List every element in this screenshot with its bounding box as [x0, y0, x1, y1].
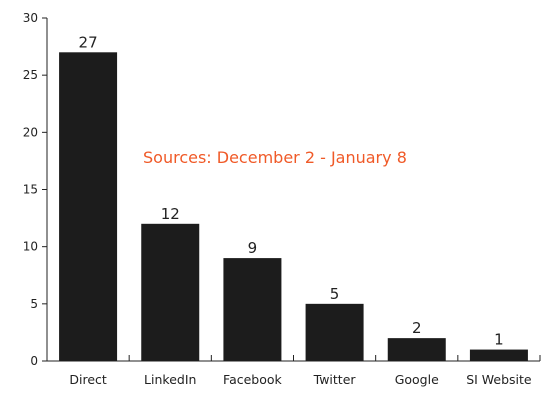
- x-category-label: LinkedIn: [144, 372, 196, 387]
- bar-series: 27 12 9 5 2 1: [59, 33, 528, 362]
- y-tick-label: 5: [30, 297, 38, 311]
- bar-value-label: 5: [330, 285, 340, 303]
- y-tick-label: 20: [23, 125, 38, 139]
- y-tick-label: 25: [23, 68, 38, 82]
- chart-annotation: Sources: December 2 - January 8: [143, 148, 407, 167]
- bar-value-label: 9: [248, 239, 258, 257]
- y-tick-label: 30: [23, 11, 38, 25]
- bar: [305, 303, 364, 361]
- x-category-label: Google: [395, 372, 439, 387]
- bar: [469, 349, 528, 361]
- bar: [141, 223, 200, 361]
- bar: [59, 52, 118, 362]
- x-category-label: Twitter: [313, 372, 357, 387]
- bar: [387, 338, 446, 361]
- bar-value-label: 1: [494, 331, 504, 349]
- x-category-label: Facebook: [223, 372, 282, 387]
- bar-value-label: 27: [79, 33, 98, 51]
- bar-value-label: 12: [161, 205, 180, 223]
- y-tick-label: 10: [23, 240, 38, 254]
- y-axis-ticks: 0 5 10 15 20 25 30: [23, 11, 47, 368]
- y-tick-label: 15: [23, 183, 38, 197]
- bar-value-label: 2: [412, 319, 422, 337]
- x-category-label: SI Website: [466, 372, 532, 387]
- y-tick-label: 0: [30, 354, 38, 368]
- x-axis-ticks: Direct LinkedIn Facebook Twitter Google SI We…: [69, 355, 541, 387]
- bar: [223, 258, 282, 361]
- x-category-label: Direct: [69, 372, 107, 387]
